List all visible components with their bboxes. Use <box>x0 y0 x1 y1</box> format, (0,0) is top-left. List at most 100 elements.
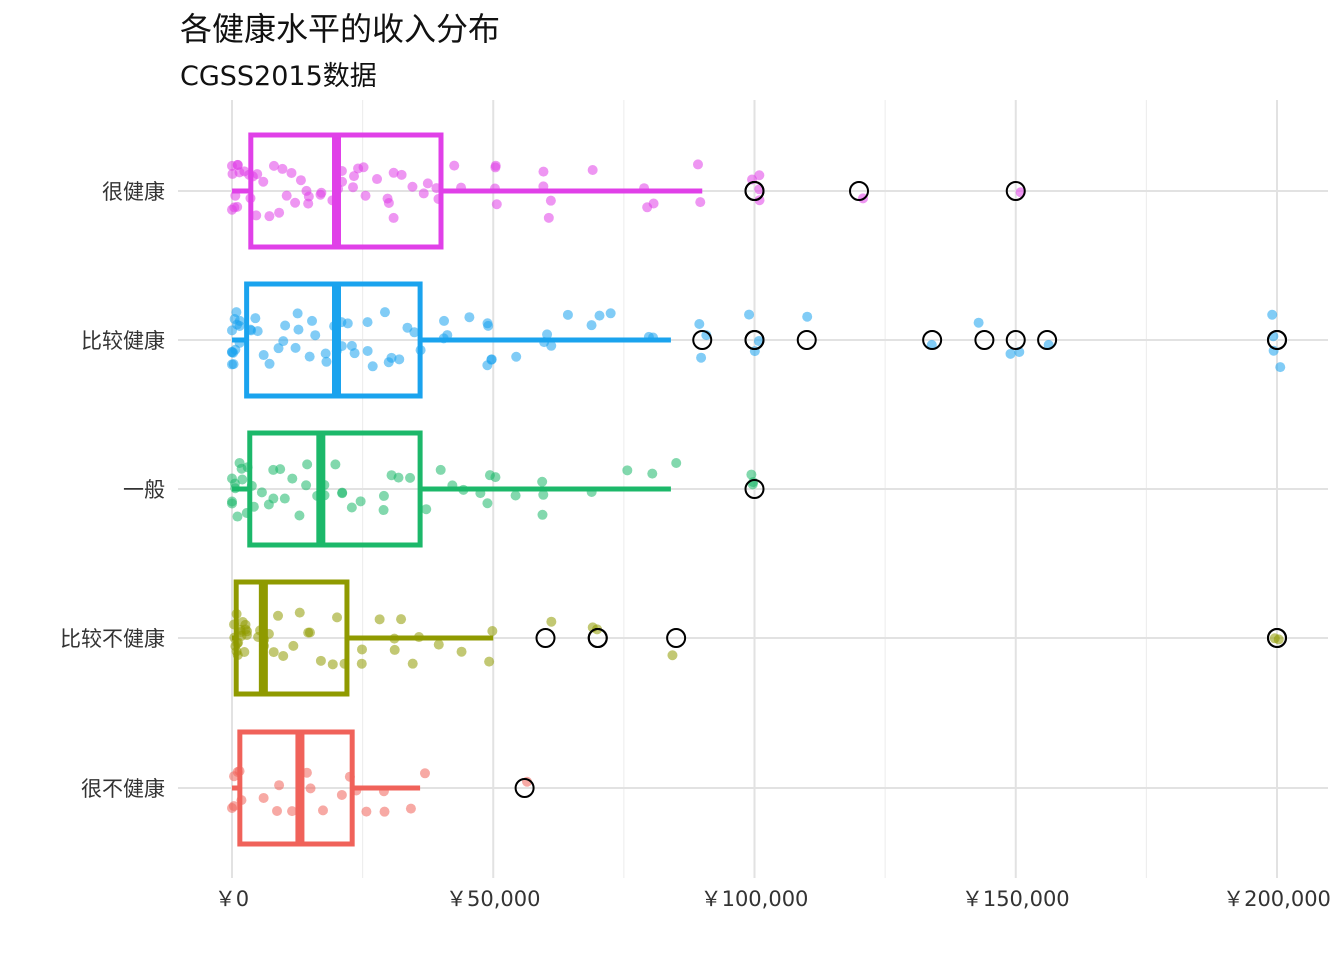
data-point <box>484 656 495 667</box>
data-point <box>301 480 312 491</box>
data-point <box>258 350 269 361</box>
data-point <box>292 308 303 319</box>
data-point <box>356 658 367 669</box>
data-point <box>252 326 263 337</box>
outlier-marker <box>744 181 765 201</box>
data-point <box>237 474 248 485</box>
box-iqr <box>233 579 350 697</box>
data-point <box>327 659 338 670</box>
outlier-marker <box>1037 330 1058 350</box>
data-point <box>317 805 328 816</box>
data-point <box>273 343 284 354</box>
data-point <box>258 176 269 187</box>
box-layer <box>232 132 703 847</box>
data-point <box>242 626 253 637</box>
data-point <box>234 320 245 331</box>
data-point <box>367 361 378 372</box>
data-point <box>268 493 279 504</box>
outlier-marker <box>692 330 713 350</box>
outlier-marker <box>849 181 869 201</box>
x-tick-label: ￥0 <box>215 887 249 911</box>
outlier-marker <box>744 330 765 350</box>
data-point <box>275 464 286 475</box>
data-point <box>449 160 460 171</box>
data-point <box>264 211 275 222</box>
data-point <box>562 309 573 320</box>
y-category-label: 很不健康 <box>81 777 165 801</box>
data-point <box>648 198 659 209</box>
data-point <box>290 197 301 208</box>
x-tick-label: ￥50,000 <box>446 887 540 911</box>
data-point <box>744 309 755 320</box>
y-category-label: 很健康 <box>102 180 165 204</box>
data-point <box>279 493 290 504</box>
data-point <box>622 465 633 476</box>
data-point <box>272 805 283 816</box>
data-point <box>320 348 331 359</box>
data-point <box>321 356 332 367</box>
data-point <box>433 639 444 650</box>
data-point <box>419 768 430 779</box>
outlier-marker <box>1267 330 1287 350</box>
data-point <box>383 357 394 368</box>
data-point <box>273 610 284 621</box>
data-point <box>421 504 432 515</box>
data-point <box>361 806 372 817</box>
data-point <box>388 212 399 223</box>
data-point <box>346 340 357 351</box>
data-point <box>268 160 279 171</box>
data-point <box>1275 362 1286 373</box>
data-point <box>482 360 493 371</box>
outlier-marker <box>1267 628 1287 648</box>
data-point <box>482 498 493 509</box>
data-point <box>286 167 297 178</box>
data-point <box>310 330 321 341</box>
outlier-marker <box>1005 181 1026 201</box>
data-point <box>594 310 605 321</box>
data-point <box>393 472 404 483</box>
data-point <box>239 647 250 658</box>
data-point <box>304 627 315 638</box>
data-point <box>1005 348 1016 359</box>
data-point <box>362 345 373 356</box>
data-point <box>268 647 279 658</box>
data-point <box>348 182 359 193</box>
data-point <box>388 167 399 178</box>
data-point <box>746 469 757 480</box>
data-point <box>274 207 285 218</box>
data-point <box>407 181 418 192</box>
data-point <box>330 459 341 470</box>
data-point <box>671 457 682 468</box>
data-point <box>278 336 289 347</box>
data-point <box>278 650 289 661</box>
outlier-marker <box>666 628 687 648</box>
data-point <box>587 164 598 175</box>
data-point <box>695 197 706 208</box>
data-point <box>277 163 288 174</box>
x-tick-label: ￥200,000 <box>1223 887 1331 911</box>
data-point <box>294 510 305 521</box>
box-iqr <box>247 430 423 548</box>
data-point <box>545 195 556 206</box>
data-point <box>274 780 285 791</box>
data-point <box>302 459 313 470</box>
data-point <box>383 197 394 208</box>
data-point <box>696 352 707 363</box>
data-point <box>586 320 597 331</box>
outlier-marker <box>796 330 817 350</box>
outlier-marker <box>1005 330 1026 350</box>
data-point <box>483 320 494 331</box>
data-point <box>287 806 298 817</box>
data-point <box>287 473 298 484</box>
data-point <box>435 464 446 475</box>
data-point <box>537 509 548 520</box>
data-point <box>490 160 501 171</box>
outlier-marker <box>514 778 535 798</box>
data-point <box>305 783 316 794</box>
data-point <box>280 320 291 331</box>
data-point <box>409 327 420 338</box>
data-point <box>372 174 383 185</box>
data-point <box>315 655 326 666</box>
data-point <box>234 167 245 178</box>
